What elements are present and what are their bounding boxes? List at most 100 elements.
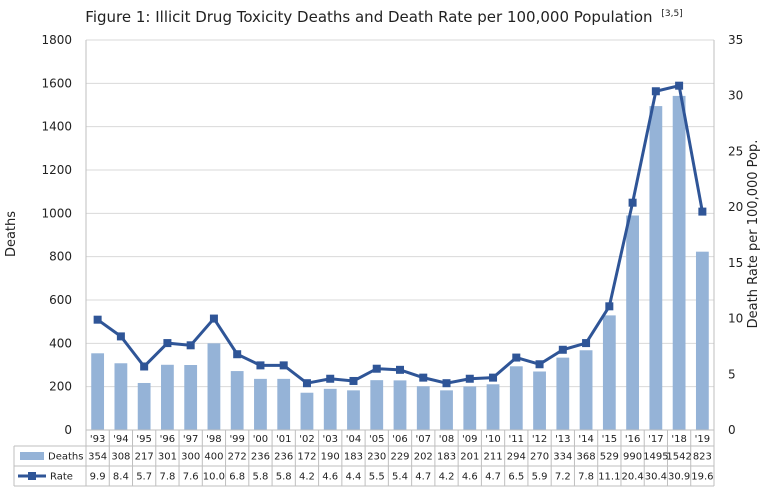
right-axis-label: Death Rate per 100,000 Pop.: [746, 140, 761, 329]
deaths-data-label: 368: [577, 452, 596, 463]
rate-point: [605, 302, 614, 311]
category-label: '95: [136, 434, 151, 445]
deaths-data-label: 183: [437, 452, 456, 463]
rate-data-label: 4.7: [485, 472, 501, 483]
right-tick-label: 25: [728, 144, 743, 158]
rate-point: [396, 365, 404, 374]
rate-point: [465, 374, 474, 383]
category-label: '96: [160, 434, 175, 445]
rate-point: [489, 373, 498, 382]
category-label: '02: [299, 434, 314, 445]
deaths-bar: [440, 390, 453, 430]
rate-point: [512, 353, 521, 362]
rate-data-label: 4.6: [322, 472, 338, 483]
rate-data-label: 6.5: [508, 472, 524, 483]
category-label: '07: [416, 434, 431, 445]
rate-point: [256, 361, 265, 370]
deaths-bar: [277, 378, 291, 430]
rate-data-label: 20.4: [621, 472, 643, 483]
deaths-data-label: 823: [693, 452, 712, 463]
deaths-data-label: 294: [507, 452, 526, 463]
deaths-data-label: 217: [135, 452, 154, 463]
category-label: '12: [532, 434, 547, 445]
deaths-bar: [207, 343, 221, 430]
category-label: '11: [509, 434, 524, 445]
rate-data-label: 5.7: [136, 472, 152, 483]
deaths-data-label: 308: [111, 452, 130, 463]
category-label: '17: [648, 434, 663, 445]
rate-data-label: 4.2: [299, 472, 315, 483]
right-tick-label: 0: [728, 423, 736, 437]
rate-data-label: 30.9: [668, 472, 690, 483]
deaths-data-label: 211: [483, 452, 502, 463]
deaths-bar: [602, 315, 616, 430]
rate-point: [419, 373, 428, 382]
deaths-data-label: 202: [414, 452, 433, 463]
deaths-data-label: 1495: [643, 452, 668, 463]
rate-data-label: 30.4: [645, 472, 667, 483]
rate-data-label: 9.9: [90, 472, 106, 483]
left-y-axis: 0 200 400 600 800 1000 1200 1400 1600 1800: [41, 33, 714, 437]
rate-data-label: 5.9: [532, 472, 548, 483]
deaths-data-label: 270: [530, 452, 549, 463]
rate-point: [93, 315, 102, 324]
rate-data-label: 6.8: [229, 472, 245, 483]
category-label: '98: [206, 434, 221, 445]
rate-data-label: 5.8: [276, 472, 292, 483]
left-tick-label: 0: [64, 423, 72, 437]
right-y-axis: 0 5 10 15 20 25 30 35: [713, 33, 743, 437]
rate-data-label: 4.2: [439, 472, 455, 483]
category-label: '01: [276, 434, 291, 445]
chart-title: Figure 1: Illicit Drug Toxicity Deaths a…: [85, 8, 682, 26]
deaths-data-label: 236: [274, 452, 293, 463]
rate-point: [233, 350, 242, 359]
rate-point: [163, 339, 172, 348]
rate-point: [209, 314, 218, 323]
rate-data-label: 5.8: [252, 472, 268, 483]
deaths-bar: [230, 371, 244, 430]
deaths-data-label: 1542: [666, 452, 691, 463]
deaths-data-label: 334: [553, 452, 572, 463]
left-tick-label: 1600: [41, 76, 72, 90]
deaths-bar: [347, 390, 360, 430]
deaths-bar: [300, 392, 314, 430]
deaths-data-label: 172: [297, 452, 316, 463]
deaths-bar: [556, 357, 570, 430]
rate-point: [186, 341, 195, 350]
left-tick-label: 1800: [41, 33, 72, 47]
right-tick-label: 20: [728, 200, 743, 214]
category-label: '09: [462, 434, 477, 445]
legend-swatch-deaths: [20, 452, 44, 460]
rate-point: [651, 87, 660, 96]
rate-point: [279, 361, 288, 370]
deaths-bar: [91, 353, 105, 430]
right-tick-label: 10: [728, 312, 743, 326]
category-label: '03: [322, 434, 337, 445]
category-label: '06: [392, 434, 407, 445]
left-tick-label: 200: [49, 380, 72, 394]
deaths-bar: [323, 388, 337, 430]
rate-point: [349, 376, 358, 385]
right-tick-label: 35: [728, 33, 743, 47]
rate-data-label: 4.6: [462, 472, 478, 483]
rate-point: [558, 345, 567, 354]
category-label: '97: [183, 434, 198, 445]
right-tick-label: 15: [728, 256, 743, 270]
category-label: '15: [602, 434, 617, 445]
category-label: '18: [671, 434, 686, 445]
rate-point: [442, 379, 451, 388]
deaths-bar: [137, 382, 151, 430]
rate-data-label: 11.1: [598, 472, 620, 483]
rate-data-label: 10.0: [203, 472, 225, 483]
rate-data-label: 4.7: [415, 472, 431, 483]
deaths-bar: [579, 350, 593, 430]
category-label: '08: [439, 434, 454, 445]
deaths-bar: [463, 386, 477, 430]
category-label: '16: [625, 434, 640, 445]
left-tick-label: 1400: [41, 120, 72, 134]
deaths-bar: [626, 215, 639, 430]
rate-data-label: 5.5: [369, 472, 385, 483]
deaths-data-label: 354: [88, 452, 107, 463]
deaths-bar: [114, 363, 128, 430]
